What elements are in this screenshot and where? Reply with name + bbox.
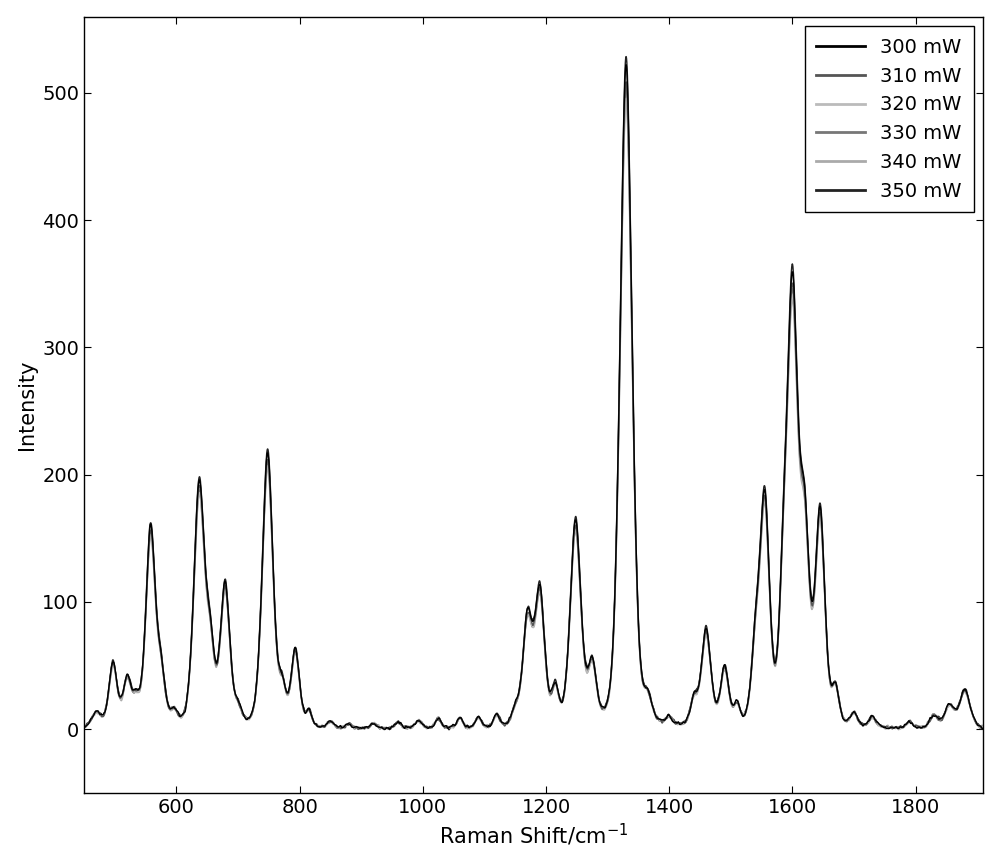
330 mW: [977, 724, 989, 734]
340 mW: [423, 721, 435, 732]
340 mW: [234, 702, 246, 713]
330 mW: [620, 83, 632, 93]
300 mW: [234, 699, 246, 709]
330 mW: [863, 715, 875, 726]
Legend: 300 mW, 310 mW, 320 mW, 330 mW, 340 mW, 350 mW: 300 mW, 310 mW, 320 mW, 330 mW, 340 mW, …: [805, 27, 974, 212]
350 mW: [977, 722, 989, 733]
320 mW: [960, 688, 972, 698]
320 mW: [620, 93, 632, 104]
Line: 310 mW: 310 mW: [84, 82, 983, 729]
Line: 320 mW: 320 mW: [84, 99, 983, 730]
320 mW: [462, 723, 474, 734]
300 mW: [977, 724, 989, 734]
350 mW: [462, 722, 474, 733]
310 mW: [960, 687, 972, 697]
Line: 300 mW: 300 mW: [84, 65, 983, 729]
330 mW: [462, 721, 474, 731]
330 mW: [181, 696, 193, 707]
320 mW: [423, 722, 435, 733]
330 mW: [234, 701, 246, 711]
310 mW: [423, 722, 435, 733]
Y-axis label: Intensity: Intensity: [17, 360, 37, 450]
310 mW: [78, 722, 90, 733]
310 mW: [234, 702, 246, 713]
330 mW: [378, 725, 390, 735]
320 mW: [234, 702, 246, 713]
330 mW: [960, 688, 972, 698]
350 mW: [78, 721, 90, 732]
310 mW: [462, 721, 474, 731]
340 mW: [977, 721, 989, 731]
300 mW: [78, 721, 90, 732]
300 mW: [181, 695, 193, 706]
340 mW: [620, 98, 632, 108]
340 mW: [863, 716, 875, 727]
310 mW: [181, 695, 193, 706]
Line: 350 mW: 350 mW: [84, 56, 983, 730]
320 mW: [181, 697, 193, 708]
320 mW: [893, 725, 905, 735]
340 mW: [462, 721, 474, 732]
340 mW: [78, 721, 90, 731]
Line: 340 mW: 340 mW: [84, 103, 983, 729]
340 mW: [892, 724, 904, 734]
320 mW: [977, 722, 989, 733]
300 mW: [863, 714, 875, 725]
310 mW: [977, 724, 989, 734]
X-axis label: Raman Shift/cm$^{-1}$: Raman Shift/cm$^{-1}$: [439, 822, 628, 849]
300 mW: [423, 722, 435, 733]
Line: 330 mW: 330 mW: [84, 88, 983, 730]
310 mW: [352, 724, 364, 734]
300 mW: [620, 60, 632, 70]
330 mW: [78, 721, 90, 732]
350 mW: [620, 51, 632, 61]
340 mW: [181, 698, 193, 708]
350 mW: [181, 695, 193, 706]
350 mW: [443, 725, 455, 735]
340 mW: [960, 689, 972, 700]
350 mW: [234, 700, 246, 710]
350 mW: [863, 714, 875, 724]
300 mW: [960, 686, 972, 696]
330 mW: [423, 722, 435, 733]
300 mW: [383, 724, 395, 734]
320 mW: [863, 717, 875, 727]
350 mW: [960, 684, 972, 695]
300 mW: [462, 721, 474, 732]
310 mW: [863, 715, 875, 726]
310 mW: [620, 77, 632, 87]
350 mW: [423, 722, 435, 733]
320 mW: [78, 721, 90, 731]
